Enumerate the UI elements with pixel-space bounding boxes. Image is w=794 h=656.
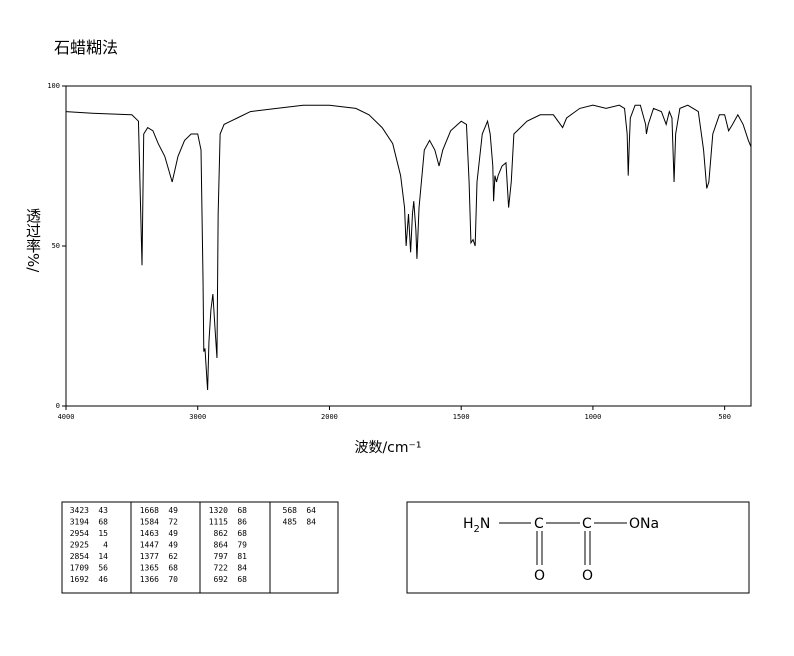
y-tick-label: 0 (56, 402, 60, 410)
peak-transmittance: 84 (237, 564, 247, 573)
y-tick-label: 100 (47, 82, 60, 90)
peak-transmittance: 15 (98, 529, 108, 538)
peak-wavenumber: 1668 (140, 506, 159, 515)
peak-wavenumber: 2954 (70, 529, 89, 538)
peak-transmittance: 86 (237, 518, 247, 527)
peak-transmittance: 70 (168, 575, 178, 584)
peak-wavenumber: 1447 (140, 541, 159, 550)
peak-wavenumber: 485 (283, 518, 298, 527)
peak-wavenumber: 1366 (140, 575, 159, 584)
y-axis-label: 透过率%/ (24, 208, 42, 273)
peak-transmittance: 49 (168, 506, 178, 515)
peak-wavenumber: 1584 (140, 518, 159, 527)
peak-wavenumber: 797 (214, 552, 229, 561)
peak-transmittance: 49 (168, 541, 178, 550)
peak-transmittance: 68 (237, 506, 247, 515)
atom: C (582, 516, 592, 532)
peak-wavenumber: 1320 (209, 506, 228, 515)
subscript: 2 (474, 524, 480, 535)
peak-transmittance: 46 (98, 575, 108, 584)
peak-transmittance: 84 (306, 518, 316, 527)
peak-transmittance: 62 (168, 552, 178, 561)
peak-wavenumber: 722 (214, 564, 229, 573)
atom: C (534, 516, 544, 532)
peak-wavenumber: 862 (214, 529, 229, 538)
peak-wavenumber: 1377 (140, 552, 159, 561)
peak-wavenumber: 2925 (70, 541, 89, 550)
x-tick-label: 500 (718, 413, 731, 421)
x-tick-label: 1000 (584, 413, 601, 421)
peak-transmittance: 56 (98, 564, 108, 573)
peak-transmittance: 68 (237, 575, 247, 584)
peak-wavenumber: 1692 (70, 575, 89, 584)
peak-transmittance: 49 (168, 529, 178, 538)
peak-transmittance: 43 (98, 506, 108, 515)
peak-transmittance: 79 (237, 541, 247, 550)
peak-wavenumber: 1365 (140, 564, 159, 573)
peak-transmittance: 4 (103, 541, 108, 550)
peak-wavenumber: 1115 (209, 518, 228, 527)
x-tick-label: 3000 (189, 413, 206, 421)
amine: H2N (463, 516, 490, 535)
atom: H (463, 516, 474, 532)
chart-title: 石蜡糊法 (54, 38, 118, 57)
x-tick-label: 2000 (321, 413, 338, 421)
peak-transmittance: 64 (306, 506, 316, 515)
atom: N (480, 516, 490, 532)
peak-transmittance: 68 (237, 529, 247, 538)
peak-transmittance: 68 (98, 518, 108, 527)
peak-transmittance: 72 (168, 518, 178, 527)
y-tick-label: 50 (52, 242, 60, 250)
structure-frame (406, 501, 750, 594)
atom: ONa (629, 516, 659, 532)
plot-frame (65, 85, 752, 407)
peak-wavenumber: 1709 (70, 564, 89, 573)
peak-wavenumber: 3194 (70, 518, 89, 527)
atom: O (582, 568, 593, 584)
atom: O (534, 568, 545, 584)
peak-transmittance: 68 (168, 564, 178, 573)
x-axis-label: 波数/cm⁻¹ (354, 440, 421, 456)
structure: H2N C C ONa O O (463, 516, 659, 584)
peak-transmittance: 81 (237, 552, 247, 561)
peak-wavenumber: 568 (283, 506, 298, 515)
peak-wavenumber: 864 (214, 541, 229, 550)
x-tick-label: 4000 (58, 413, 75, 421)
peak-wavenumber: 2854 (70, 552, 89, 561)
peak-wavenumber: 3423 (70, 506, 89, 515)
spectrum-line (65, 104, 752, 391)
x-tick-label: 1500 (453, 413, 470, 421)
peak-wavenumber: 1463 (140, 529, 159, 538)
peak-transmittance: 14 (98, 552, 108, 561)
peak-wavenumber: 692 (214, 575, 229, 584)
